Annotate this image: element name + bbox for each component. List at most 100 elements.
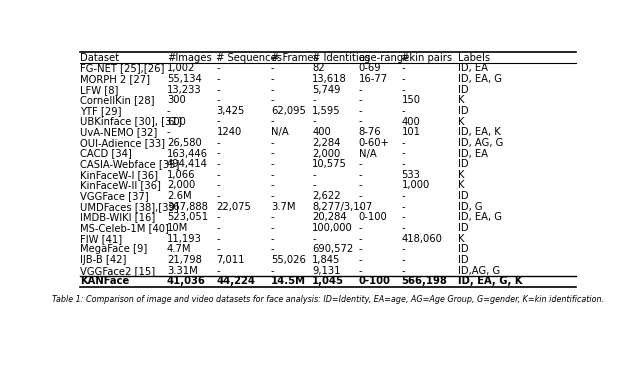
Text: 150: 150 [401, 95, 420, 105]
Text: ID: ID [458, 255, 468, 265]
Text: 1,002: 1,002 [167, 63, 195, 73]
Text: MORPH 2 [27]: MORPH 2 [27] [80, 74, 150, 84]
Text: -: - [216, 138, 220, 148]
Text: -: - [401, 255, 405, 265]
Text: 5,749: 5,749 [312, 85, 340, 95]
Text: -: - [216, 244, 220, 254]
Text: 16-77: 16-77 [359, 74, 388, 84]
Text: -: - [216, 234, 220, 244]
Text: 1,845: 1,845 [312, 255, 340, 265]
Text: VGGFace2 [15]: VGGFace2 [15] [80, 266, 155, 276]
Text: -: - [401, 191, 405, 201]
Text: -: - [216, 212, 220, 223]
Text: -: - [216, 149, 220, 158]
Text: -: - [359, 255, 362, 265]
Text: K: K [458, 117, 465, 127]
Text: -: - [271, 234, 275, 244]
Text: ID, EA, G, K: ID, EA, G, K [458, 276, 522, 286]
Text: -: - [401, 138, 405, 148]
Text: 418,060: 418,060 [401, 234, 442, 244]
Text: -: - [401, 74, 405, 84]
Text: ID, G: ID, G [458, 202, 483, 212]
Text: 0-100: 0-100 [359, 276, 390, 286]
Text: ID, EA: ID, EA [458, 63, 488, 73]
Text: 400: 400 [401, 117, 420, 127]
Text: 1,066: 1,066 [167, 170, 195, 180]
Text: 11,193: 11,193 [167, 234, 202, 244]
Text: -: - [216, 266, 220, 276]
Text: 3.31M: 3.31M [167, 266, 198, 276]
Text: -: - [359, 159, 362, 169]
Text: -: - [359, 202, 362, 212]
Text: 400: 400 [312, 127, 331, 137]
Text: -: - [271, 95, 275, 105]
Text: -: - [312, 117, 316, 127]
Text: -: - [216, 74, 220, 84]
Text: -: - [271, 85, 275, 95]
Text: N/A: N/A [271, 127, 289, 137]
Text: 690,572: 690,572 [312, 244, 353, 254]
Text: LFW [8]: LFW [8] [80, 85, 118, 95]
Text: KinFaceW-I [36]: KinFaceW-I [36] [80, 170, 158, 180]
Text: 10M: 10M [167, 223, 188, 233]
Text: 1,000: 1,000 [401, 180, 429, 190]
Text: ID: ID [458, 223, 468, 233]
Text: -: - [401, 85, 405, 95]
Text: -: - [216, 170, 220, 180]
Text: -: - [271, 180, 275, 190]
Text: FIW [41]: FIW [41] [80, 234, 122, 244]
Text: 22,075: 22,075 [216, 202, 252, 212]
Text: -: - [271, 149, 275, 158]
Text: 10,575: 10,575 [312, 159, 347, 169]
Text: 3.7M: 3.7M [271, 202, 296, 212]
Text: 0-100: 0-100 [359, 212, 387, 223]
Text: 8-76: 8-76 [359, 127, 381, 137]
Text: -: - [216, 191, 220, 201]
Text: 523,051: 523,051 [167, 212, 208, 223]
Text: ID: ID [458, 106, 468, 116]
Text: -: - [359, 85, 362, 95]
Text: MegaFace [9]: MegaFace [9] [80, 244, 147, 254]
Text: -: - [312, 180, 316, 190]
Text: -: - [271, 170, 275, 180]
Text: 44,224: 44,224 [216, 276, 255, 286]
Text: 3,425: 3,425 [216, 106, 244, 116]
Text: 13,618: 13,618 [312, 74, 347, 84]
Text: -: - [271, 266, 275, 276]
Text: -: - [359, 95, 362, 105]
Text: IMDB-WIKI [16]: IMDB-WIKI [16] [80, 212, 156, 223]
Text: -: - [271, 74, 275, 84]
Text: 2,622: 2,622 [312, 191, 340, 201]
Text: 62,095: 62,095 [271, 106, 306, 116]
Text: 1,045: 1,045 [312, 276, 344, 286]
Text: 600: 600 [167, 117, 186, 127]
Text: -: - [216, 63, 220, 73]
Text: Dataset: Dataset [80, 53, 119, 63]
Text: 2.6M: 2.6M [167, 191, 191, 201]
Text: -: - [271, 138, 275, 148]
Text: CASIA-Webface [35]: CASIA-Webface [35] [80, 159, 179, 169]
Text: -: - [401, 63, 405, 73]
Text: -: - [359, 223, 362, 233]
Text: 2,000: 2,000 [312, 149, 340, 158]
Text: 41,036: 41,036 [167, 276, 205, 286]
Text: 26,580: 26,580 [167, 138, 202, 148]
Text: 533: 533 [401, 170, 420, 180]
Text: KinFaceW-II [36]: KinFaceW-II [36] [80, 180, 161, 190]
Text: 7,011: 7,011 [216, 255, 245, 265]
Text: -: - [216, 85, 220, 95]
Text: 21,798: 21,798 [167, 255, 202, 265]
Text: -: - [167, 106, 170, 116]
Text: -: - [359, 244, 362, 254]
Text: 163,446: 163,446 [167, 149, 208, 158]
Text: Table 1: Comparison of image and video datasets for face analysis: ID=Identity, : Table 1: Comparison of image and video d… [52, 295, 604, 304]
Text: -: - [216, 117, 220, 127]
Text: -: - [359, 191, 362, 201]
Text: -: - [271, 63, 275, 73]
Text: FG-NET [25],[26]: FG-NET [25],[26] [80, 63, 164, 73]
Text: KANFace: KANFace [80, 276, 129, 286]
Text: -: - [359, 117, 362, 127]
Text: #Images: #Images [167, 53, 212, 63]
Text: -: - [359, 266, 362, 276]
Text: -: - [216, 95, 220, 105]
